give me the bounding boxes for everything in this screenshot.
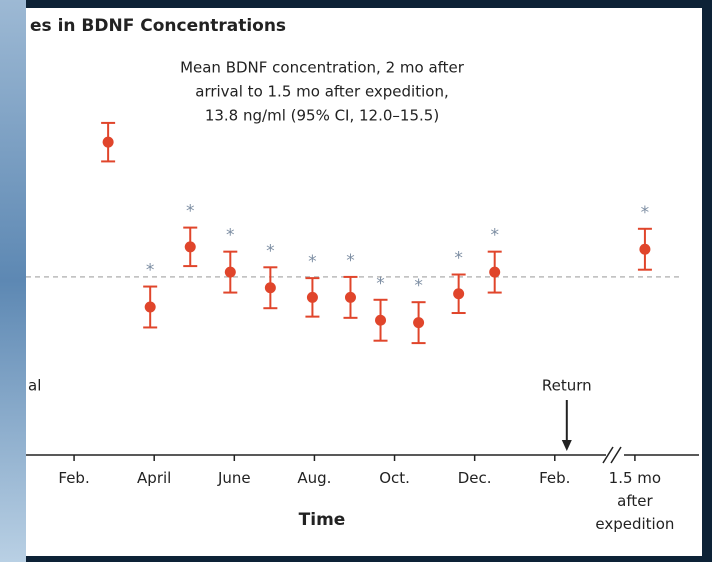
significance-star: * bbox=[266, 241, 275, 261]
x-tick-label: Feb. bbox=[539, 469, 571, 487]
data-point bbox=[453, 288, 465, 300]
data-point bbox=[224, 266, 236, 278]
event-arrowhead bbox=[561, 440, 572, 451]
x-tick-label: June bbox=[217, 469, 251, 487]
x-tick-label: 1.5 mo after expedition bbox=[595, 469, 675, 533]
axis-break bbox=[602, 446, 614, 464]
data-point bbox=[639, 243, 651, 255]
axis-break bbox=[610, 446, 622, 464]
x-tick-label: April bbox=[137, 469, 172, 487]
data-point bbox=[102, 136, 114, 148]
significance-star: * bbox=[490, 226, 499, 246]
data-point bbox=[344, 291, 356, 303]
x-tick-label: Oct. bbox=[379, 469, 410, 487]
annotation: arrival to 1.5 mo after expedition, bbox=[195, 83, 448, 101]
annotation: Mean BDNF concentration, 2 mo after bbox=[180, 59, 465, 77]
x-tick-label: Dec. bbox=[457, 469, 492, 487]
x-axis-label: Time bbox=[299, 510, 346, 530]
data-point bbox=[489, 266, 501, 278]
significance-star: * bbox=[346, 251, 355, 271]
significance-star: * bbox=[186, 202, 195, 222]
significance-star: * bbox=[641, 203, 650, 223]
data-point bbox=[306, 291, 318, 303]
significance-star: * bbox=[146, 261, 155, 281]
significance-star: * bbox=[454, 249, 463, 269]
data-point bbox=[184, 241, 196, 253]
side-image bbox=[0, 0, 26, 562]
plot-background bbox=[26, 8, 702, 556]
data-point bbox=[375, 314, 387, 326]
x-tick-label: Feb. bbox=[58, 469, 90, 487]
event-label: Return bbox=[542, 377, 592, 395]
significance-star: * bbox=[414, 276, 423, 296]
arrival-label: al bbox=[28, 377, 41, 395]
chart-title: es in BDNF Concentrations bbox=[30, 16, 286, 36]
x-tick-label: Aug. bbox=[297, 469, 332, 487]
significance-star: * bbox=[226, 226, 235, 246]
data-point bbox=[413, 317, 425, 329]
significance-star: * bbox=[308, 252, 317, 272]
annotation: 13.8 ng/ml (95% CI, 12.0–15.5) bbox=[205, 107, 439, 125]
data-point bbox=[264, 282, 276, 294]
data-point bbox=[144, 301, 156, 313]
significance-star: * bbox=[376, 274, 385, 294]
